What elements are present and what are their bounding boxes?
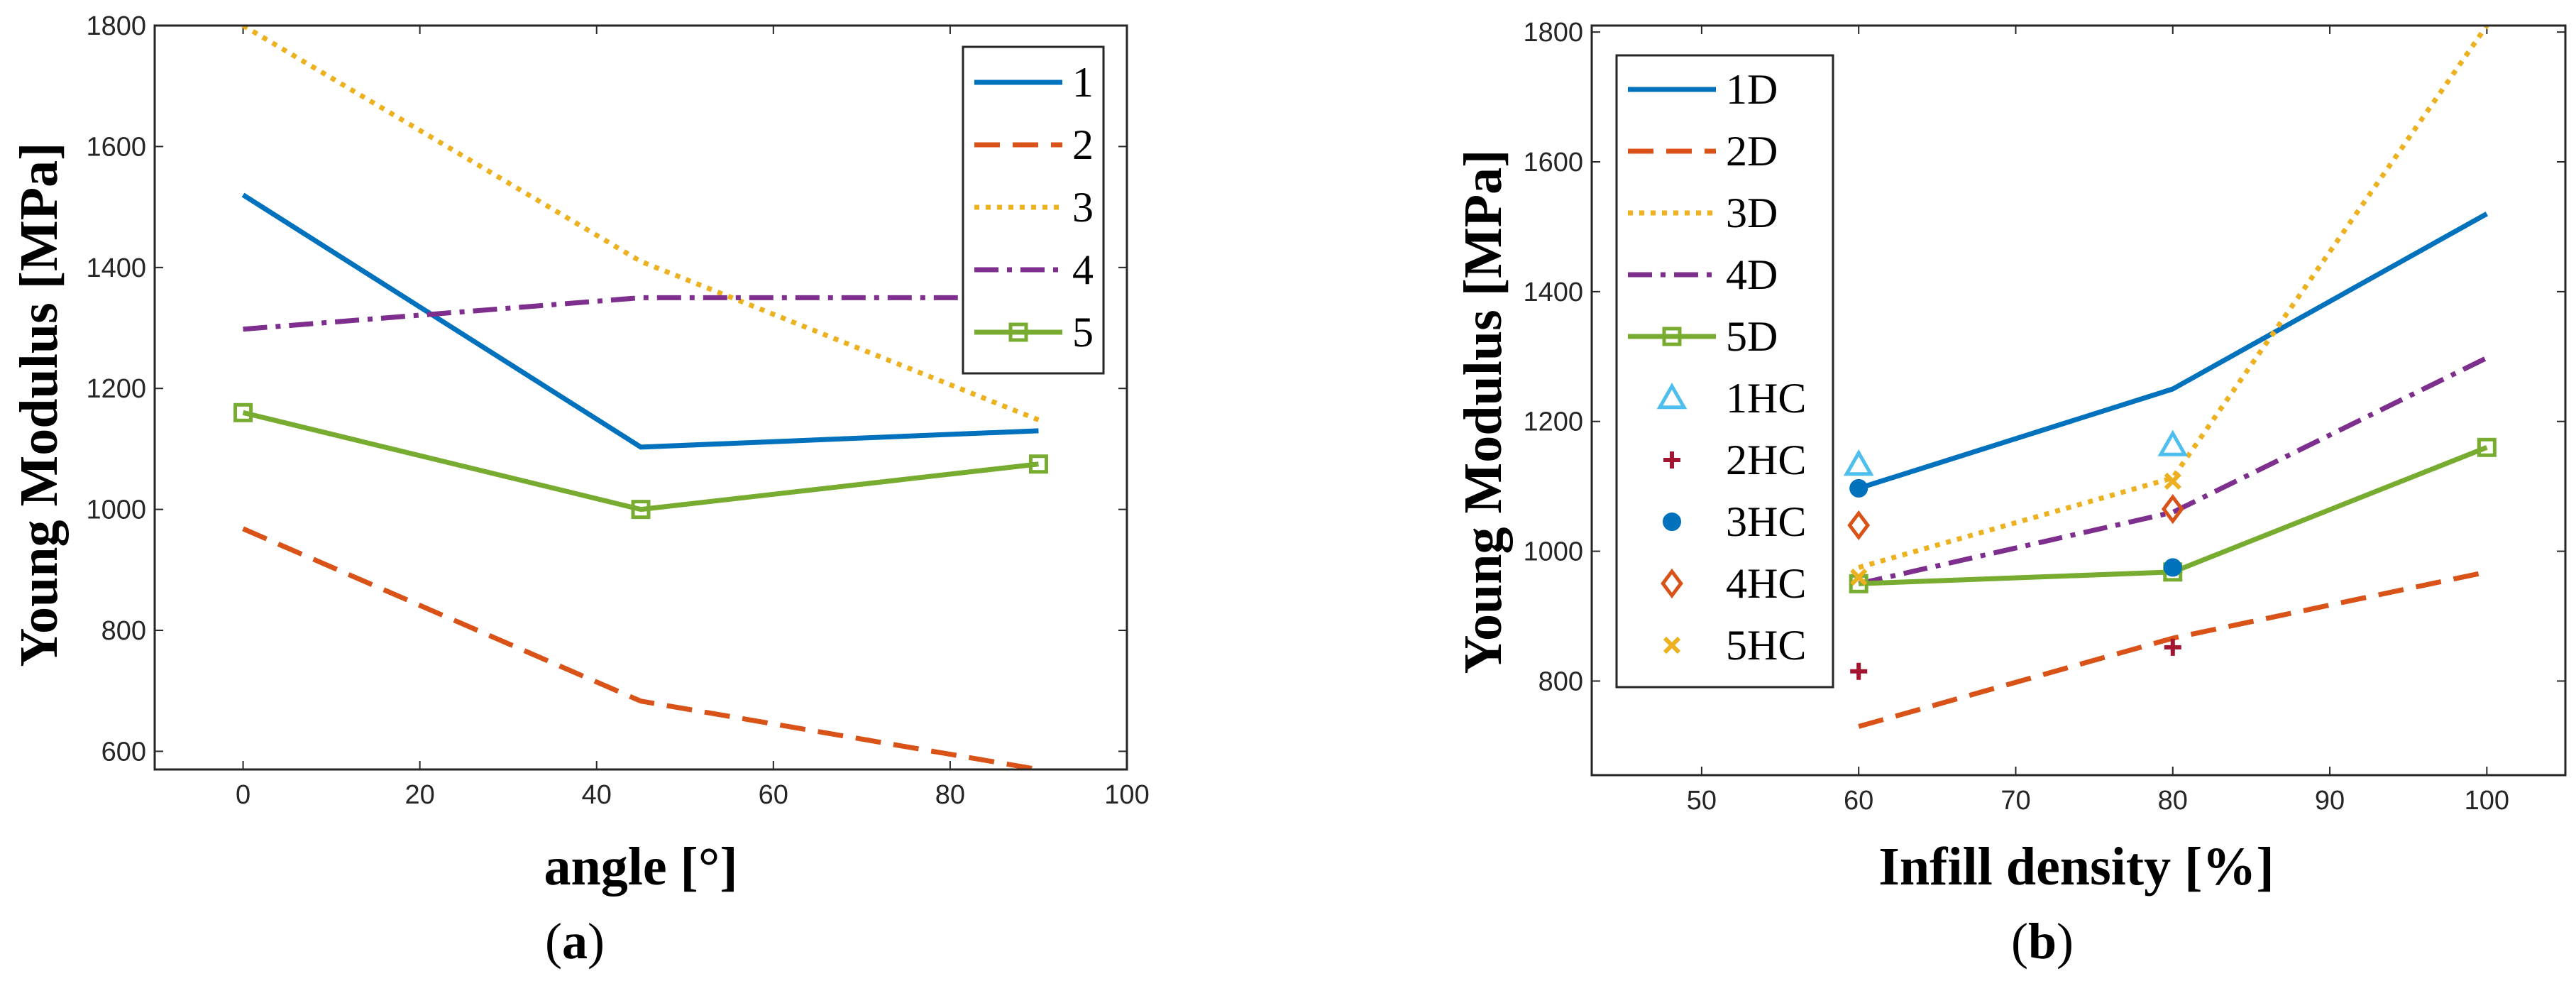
data-point-1HC [2157, 429, 2189, 456]
x-axis-label-a: angle [°] [544, 837, 737, 897]
data-point-4HC [2161, 493, 2184, 525]
data-layer [233, 26, 1048, 769]
x-tick-label: 40 [582, 780, 612, 810]
legend-label-5HC: 5HC [1726, 622, 1806, 669]
data-point-4HC [1847, 510, 1871, 541]
x-tick-label: 20 [404, 780, 434, 810]
data-layer [1843, 26, 2497, 729]
x-axis-label-b: Infill density [%] [1878, 837, 2274, 897]
y-tick-label: 1200 [1523, 407, 1583, 437]
data-point-5HC [1850, 569, 1868, 586]
legend-label-2D: 2D [1726, 128, 1778, 175]
y-tick-label: 600 [101, 737, 146, 767]
data-point-5 [631, 500, 651, 520]
x-tick-label: 50 [1687, 786, 1717, 816]
data-point-5 [1028, 454, 1048, 474]
y-tick-label: 1600 [1523, 148, 1583, 177]
legend-label-4D: 4D [1726, 251, 1778, 298]
legend-box [962, 45, 1105, 375]
series-line-2 [242, 526, 1040, 769]
y-tick-label: 1800 [1523, 18, 1583, 48]
legend-label-2HC: 2HC [1726, 437, 1806, 483]
series-line-1D [1858, 212, 2489, 491]
legend-label-2: 2 [1072, 121, 1094, 168]
series-line-4D [1858, 355, 2488, 586]
series-line-2D [1858, 569, 2488, 729]
data-point-3HC [2163, 558, 2182, 577]
chart-panel-b: 50 60 70 80 90 100 800 1000 1200 1400 1600 1800 1D 2D… [1523, 18, 2567, 816]
legend-label-1HC: 1HC [1726, 375, 1806, 422]
data-point-5D [2477, 437, 2497, 457]
y-tick-label: 1200 [86, 374, 146, 404]
data-point-2HC [1850, 662, 1868, 680]
x-tick-label: 70 [2000, 786, 2030, 816]
legend-label-3D: 3D [1726, 190, 1778, 236]
legend-marker-2HC [1663, 451, 1680, 468]
legend-label-5D: 5D [1726, 313, 1778, 360]
legend-label-1D: 1D [1726, 66, 1778, 113]
y-axis-label-b: Young Modulus [MPa] [1453, 150, 1513, 674]
axes-box [153, 24, 1128, 771]
x-tick-label: 80 [2158, 786, 2188, 816]
y-tick-label: 1000 [86, 495, 146, 525]
legend-marker-5HC [1663, 636, 1681, 654]
legend-label-5: 5 [1072, 309, 1094, 356]
legend-label-1: 1 [1072, 59, 1094, 106]
series-line-4 [243, 295, 1039, 332]
axes-box [1590, 24, 2567, 777]
x-tick-label: 60 [1844, 786, 1873, 816]
data-point-5 [233, 402, 253, 422]
legend-label-4: 4 [1072, 246, 1094, 293]
chart-panel-a: 0 20 40 60 80 100 600 800 1000 1200 1400 1600 1800 1 2… [86, 11, 1149, 810]
data-point-5HC [2164, 472, 2181, 490]
x-tick-label: 80 [935, 780, 965, 810]
y-tick-label: 1600 [86, 132, 146, 162]
legend-box [1615, 54, 1834, 689]
legend-marker-1HC [1656, 382, 1688, 410]
series-line-1 [241, 192, 1039, 450]
x-tick-label: 100 [1104, 780, 1149, 810]
y-tick-label: 1400 [1523, 278, 1583, 307]
legend-label-3: 3 [1072, 184, 1094, 231]
y-tick-label: 1800 [86, 11, 146, 41]
y-axis-label-a: Young Modulus [MPa] [9, 143, 69, 667]
x-tick-label: 100 [2465, 786, 2509, 816]
legend-marker-3HC [1663, 513, 1681, 531]
data-point-2HC [2164, 638, 2181, 656]
legend-label-4HC: 4HC [1726, 560, 1806, 607]
legend-marker-5D [1662, 327, 1682, 346]
x-tick-label: 60 [759, 780, 788, 810]
series-line-3D [1858, 26, 2489, 570]
legend-label-3HC: 3HC [1726, 498, 1806, 545]
panel-caption-b: (b) [2011, 913, 2074, 970]
y-tick-label: 800 [1539, 667, 1583, 696]
data-point-1HC [1843, 449, 1874, 476]
panel-caption-a: (a) [545, 913, 605, 970]
x-tick-label: 0 [236, 780, 251, 810]
series-line-5 [242, 410, 1039, 513]
legend-marker-5 [1008, 322, 1028, 342]
data-point-3HC [1849, 478, 1868, 498]
x-tick-label: 90 [2315, 786, 2345, 816]
legend-marker-4HC [1661, 568, 1683, 599]
y-tick-label: 1000 [1523, 537, 1583, 567]
y-tick-label: 800 [101, 616, 146, 646]
y-tick-label: 1400 [86, 253, 146, 283]
